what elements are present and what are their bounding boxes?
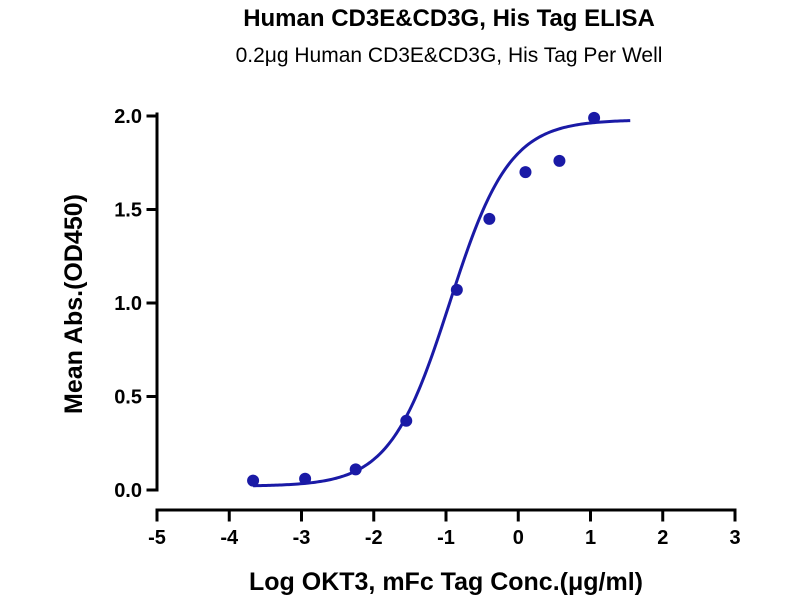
x-tick-label: 3 — [729, 527, 740, 549]
x-tick-label: -3 — [293, 527, 311, 549]
y-tick-label: 1.0 — [114, 293, 142, 315]
x-tick-label: -2 — [365, 527, 383, 549]
data-point — [519, 166, 532, 179]
chart-title: Human CD3E&CD3G, His Tag ELISA — [243, 5, 655, 32]
x-tick-label: 2 — [657, 527, 668, 549]
x-tick-label: -1 — [437, 527, 455, 549]
data-point — [349, 463, 362, 476]
data-point — [299, 472, 312, 485]
x-tick-label: 0 — [513, 527, 524, 549]
chart-subtitle: 0.2μg Human CD3E&CD3G, His Tag Per Well — [236, 44, 663, 67]
data-point — [400, 414, 413, 427]
fit-curve-layer — [253, 119, 631, 488]
data-point — [553, 154, 566, 167]
x-tick-label: -5 — [148, 527, 166, 549]
y-tick-label: 0.5 — [114, 387, 142, 409]
x-tick-label: 1 — [585, 527, 596, 549]
y-tick-label: 0.0 — [114, 480, 142, 502]
x-axis-label: Log OKT3, mFc Tag Conc.(μg/ml) — [249, 568, 643, 596]
x-tick-label: -4 — [220, 527, 239, 549]
y-axis-label: Mean Abs.(OD450) — [60, 194, 88, 414]
data-point — [450, 283, 463, 296]
fit-curve — [253, 119, 631, 488]
data-points — [247, 111, 601, 487]
axes: 0.0 0.5 1.0 1.5 2.0 -5 -4 -3 -2 -1 0 1 2 3 — [114, 106, 740, 549]
data-point — [247, 474, 260, 487]
y-tick-label: 1.5 — [114, 200, 142, 222]
y-tick-label: 2.0 — [114, 106, 142, 128]
data-point — [588, 111, 601, 124]
data-point — [483, 212, 496, 225]
